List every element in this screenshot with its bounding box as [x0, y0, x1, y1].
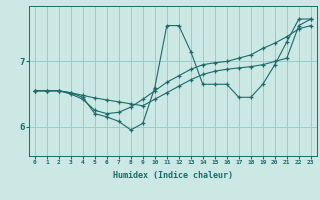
X-axis label: Humidex (Indice chaleur): Humidex (Indice chaleur) — [113, 171, 233, 180]
